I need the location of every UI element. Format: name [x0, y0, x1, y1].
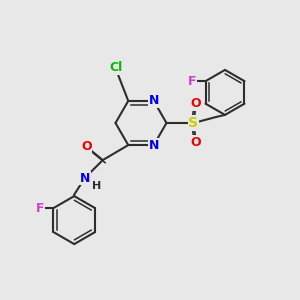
- Text: Cl: Cl: [110, 61, 123, 74]
- Text: H: H: [92, 181, 101, 190]
- Text: O: O: [190, 136, 201, 149]
- Text: F: F: [188, 75, 196, 88]
- Text: N: N: [148, 94, 159, 107]
- Text: S: S: [188, 116, 199, 130]
- Text: N: N: [148, 139, 159, 152]
- Text: N: N: [80, 172, 90, 184]
- Text: F: F: [36, 202, 44, 214]
- Text: O: O: [190, 97, 201, 110]
- Text: O: O: [81, 140, 92, 153]
